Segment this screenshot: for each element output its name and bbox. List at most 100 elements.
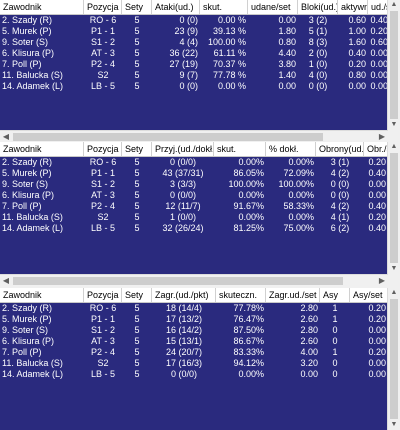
scroll-down-icon[interactable]: ▼	[390, 421, 398, 428]
table-row[interactable]: 11. Balucka (S) S2 5 9 (7) 77.78 % 1.40 4 (0) 0…	[0, 70, 388, 81]
col-header-pozycja[interactable]: Pozycja	[84, 288, 122, 302]
col-header-udane-set[interactable]: udane/set	[248, 0, 298, 14]
col-header-sety[interactable]: Sety	[122, 0, 152, 14]
scroll-left-icon[interactable]: ◀	[2, 132, 10, 141]
col-header-pozycja[interactable]: Pozycja	[84, 142, 122, 156]
table-row[interactable]: 14. Adamek (L) LB - 5 5 32 (26/24) 81.25% 75.…	[0, 223, 388, 234]
scroll-thumb[interactable]	[390, 299, 398, 419]
cell-zagrywki: 24 (20/7)	[165, 347, 203, 357]
cell-obr-set: 0.00	[368, 190, 386, 200]
serve-stats-grid[interactable]: Zawodnik Pozycja Sety Zagr.(ud./pkt) sku…	[0, 288, 388, 430]
reception-defense-stats-grid[interactable]: Zawodnik Pozycja Sety Przyj.(ud./dokł.) …	[0, 142, 388, 274]
cell-zawodnik: 7. Poll (P)	[2, 59, 42, 69]
col-header-ataki[interactable]: Ataki(ud.)	[152, 0, 200, 14]
col-header-obr-set[interactable]: Obr./se	[364, 142, 388, 156]
cell-zawodnik: 6. Klisura (P)	[2, 48, 55, 58]
table-row[interactable]: 11. Balucka (S) S2 5 17 (16/3) 94.12% 3.20 0 0.…	[0, 358, 388, 369]
cell-skut: 100.00%	[228, 179, 264, 189]
scroll-thumb[interactable]	[390, 153, 398, 263]
cell-ud-set: 0.40	[370, 15, 388, 25]
table-row[interactable]: 7. Poll (P) P2 - 4 5 24 (20/7) 83.33% 4.00 1 0.…	[0, 347, 388, 358]
cell-ataki: 36 (22)	[169, 48, 198, 58]
cell-sety: 5	[134, 157, 140, 167]
table-row[interactable]: 14. Adamek (L) LB - 5 5 0 (0/0) 0.00% 0.00 0 0.…	[0, 369, 388, 380]
col-header-ud-set[interactable]: ud./se	[368, 0, 388, 14]
cell-pozycja: S2	[97, 70, 109, 80]
scroll-thumb[interactable]	[13, 133, 323, 141]
col-header-zawodnik[interactable]: Zawodnik	[0, 0, 84, 14]
col-header-dokl[interactable]: % dokł.	[266, 142, 316, 156]
vertical-scrollbar[interactable]: ▲ ▼	[387, 288, 400, 430]
cell-zawodnik: 6. Klisura (P)	[2, 336, 55, 346]
cell-bloki: 5 (1)	[308, 26, 328, 36]
vertical-scrollbar[interactable]: ▲ ▼	[387, 0, 400, 130]
cell-pozycja: AT - 3	[91, 336, 115, 346]
table-row[interactable]: 6. Klisura (P) AT - 3 5 0 (0/0) 0.00% 0.00% 0 …	[0, 190, 388, 201]
attack-block-stats-grid[interactable]: Zawodnik Pozycja Sety Ataki(ud.) skut. u…	[0, 0, 388, 130]
table-row[interactable]: 2. Szady (R) RO - 6 5 0 (0) 0.00 % 0.00 3 (2) 0…	[0, 15, 388, 26]
scroll-thumb[interactable]	[13, 277, 343, 285]
scroll-up-icon[interactable]: ▲	[390, 1, 398, 8]
col-header-skut[interactable]: skut.	[200, 0, 248, 14]
cell-pozycja: RO - 6	[89, 303, 117, 313]
cell-zawodnik: 14. Adamek (L)	[2, 223, 64, 233]
table-row[interactable]: 2. Szady (R) RO - 6 5 0 (0/0) 0.00% 0.00% 3 (1…	[0, 157, 388, 168]
table-row[interactable]: 5. Murek (P) P1 - 1 5 17 (13/2) 76.47% 2.60 1 0…	[0, 314, 388, 325]
col-header-asy[interactable]: Asy	[320, 288, 350, 302]
vertical-scrollbar[interactable]: ▲ ▼	[387, 142, 400, 274]
cell-zawodnik: 11. Balucka (S)	[2, 212, 63, 222]
scroll-thumb[interactable]	[390, 11, 398, 119]
cell-asy-set: 0.20	[368, 303, 386, 313]
cell-asy: 0	[332, 369, 338, 379]
attack-block-stats-panel: Zawodnik Pozycja Sety Ataki(ud.) skut. u…	[0, 0, 400, 143]
col-header-asy-set[interactable]: Asy/set	[350, 288, 388, 302]
cell-ud-set: 0.60	[370, 37, 388, 47]
col-header-aktywn[interactable]: aktywn.	[338, 0, 368, 14]
cell-sety: 5	[134, 303, 140, 313]
table-row[interactable]: 9. Soter (S) S1 - 2 5 16 (14/2) 87.50% 2.80 0 0…	[0, 325, 388, 336]
scroll-right-icon[interactable]: ▶	[378, 132, 386, 141]
scroll-left-icon[interactable]: ◀	[2, 276, 10, 285]
horizontal-scrollbar[interactable]: ◀ ▶	[0, 130, 388, 143]
table-row[interactable]: 14. Adamek (L) LB - 5 5 0 (0) 0.00 % 0.00 0 (0…	[0, 81, 388, 92]
col-header-zawodnik[interactable]: Zawodnik	[0, 288, 84, 302]
cell-aktywn: 0.60	[348, 15, 366, 25]
table-row[interactable]: 2. Szady (R) RO - 6 5 18 (14/4) 77.78% 2.80 1 0…	[0, 303, 388, 314]
cell-ataki: 27 (19)	[169, 59, 198, 69]
col-header-przyjecia[interactable]: Przyj.(ud./dokł.)	[152, 142, 214, 156]
col-header-zagrywki[interactable]: Zagr.(ud./pkt)	[152, 288, 216, 302]
cell-sety: 5	[134, 168, 140, 178]
cell-asy: 0	[332, 336, 338, 346]
cell-asy: 1	[332, 347, 338, 357]
scroll-up-icon[interactable]: ▲	[390, 143, 398, 150]
scroll-up-icon[interactable]: ▲	[390, 289, 398, 296]
col-header-skut[interactable]: skut.	[214, 142, 266, 156]
cell-zawodnik: 5. Murek (P)	[2, 26, 52, 36]
table-row[interactable]: 9. Soter (S) S1 - 2 5 4 (4) 100.00 % 0.80 8 (3…	[0, 37, 388, 48]
col-header-skutecznosc[interactable]: skuteczn.	[216, 288, 266, 302]
cell-pozycja: LB - 5	[90, 81, 115, 91]
col-header-sety[interactable]: Sety	[122, 142, 152, 156]
table-row[interactable]: 5. Murek (P) P1 - 1 5 43 (37/31) 86.05% 72.09…	[0, 168, 388, 179]
table-row[interactable]: 5. Murek (P) P1 - 1 5 23 (9) 39.13 % 1.80 5 (1…	[0, 26, 388, 37]
col-header-bloki[interactable]: Bloki(ud.)	[298, 0, 338, 14]
table-row[interactable]: 7. Poll (P) P2 - 4 5 12 (11/7) 91.67% 58.33% 4…	[0, 201, 388, 212]
cell-ataki: 9 (7)	[179, 70, 198, 80]
table-row[interactable]: 11. Balucka (S) S2 5 1 (0/0) 0.00% 0.00% 4 (1)…	[0, 212, 388, 223]
col-header-obrony[interactable]: Obrony(ud.)	[316, 142, 364, 156]
scroll-right-icon[interactable]: ▶	[378, 276, 386, 285]
scroll-down-icon[interactable]: ▼	[390, 121, 398, 128]
col-header-zawodnik[interactable]: Zawodnik	[0, 142, 84, 156]
cell-obr-set: 0.20	[368, 212, 386, 222]
table-row[interactable]: 6. Klisura (P) AT - 3 5 36 (22) 61.11 % 4.40 2…	[0, 48, 388, 59]
table-row[interactable]: 9. Soter (S) S1 - 2 5 3 (3/3) 100.00% 100.00%…	[0, 179, 388, 190]
table-row[interactable]: 6. Klisura (P) AT - 3 5 15 (13/1) 86.67% 2.60…	[0, 336, 388, 347]
horizontal-scrollbar[interactable]: ◀ ▶	[0, 274, 388, 287]
col-header-zagr-ud-set[interactable]: Zagr.ud./set	[266, 288, 320, 302]
scroll-down-icon[interactable]: ▼	[390, 265, 398, 272]
table-row[interactable]: 7. Poll (P) P2 - 4 5 27 (19) 70.37 % 3.80 1 (0…	[0, 59, 388, 70]
col-header-sety[interactable]: Sety	[122, 288, 152, 302]
cell-zawodnik: 2. Szady (R)	[2, 303, 53, 313]
cell-bloki: 0 (0)	[308, 81, 328, 91]
col-header-pozycja[interactable]: Pozycja	[84, 0, 122, 14]
